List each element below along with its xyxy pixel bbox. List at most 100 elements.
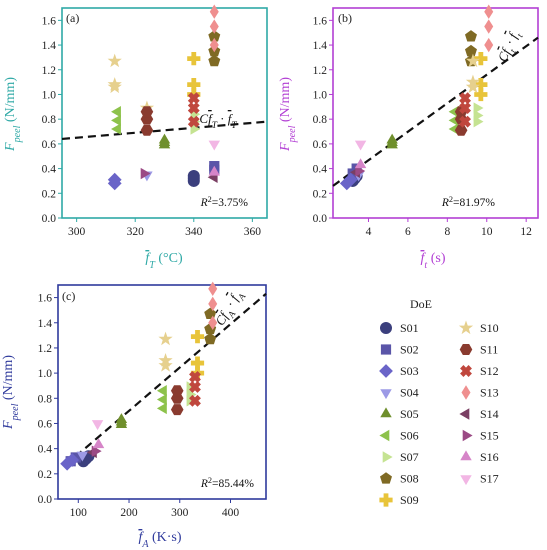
legend-item-s16: S16: [460, 450, 499, 464]
point-s13: [484, 19, 494, 34]
legend-item-s11: S11: [459, 343, 498, 357]
point-s13: [208, 281, 218, 296]
y-tick-label: 1.4: [42, 40, 57, 52]
point-s11: [170, 404, 184, 416]
point-s09: [474, 52, 488, 66]
y-tick-label: 1.4: [38, 318, 53, 330]
r-squared-label: R2=81.97%: [441, 195, 496, 210]
y-tick-label: 1.2: [313, 65, 328, 77]
legend-marker-s10: [458, 320, 474, 335]
x-tick-label: 12: [520, 226, 532, 238]
point-s08: [208, 54, 221, 67]
legend-label: S12: [480, 364, 499, 378]
legend-marker-s03: [379, 364, 393, 378]
point-s17: [91, 420, 104, 431]
point-s08: [204, 332, 217, 345]
x-tick-label: 300: [171, 507, 189, 519]
y-tick-label: 0.0: [313, 213, 328, 225]
point-s11: [170, 385, 184, 397]
y-tick-label: 0.6: [38, 418, 53, 430]
point-s03: [343, 172, 358, 187]
point-s12: [189, 370, 201, 383]
panel-b: 4 6 8 10 12 0.0 0.2 0.4 0.6 0.8 1.0 1.2 1.4 1.6 (b) Cft…: [278, 4, 539, 271]
legend-item-s03: S03: [379, 364, 419, 378]
panel-tag: (b): [338, 11, 352, 25]
legend-marker-s16: [460, 450, 472, 461]
point-s09: [190, 356, 205, 370]
y-tick-label: 1.2: [42, 65, 57, 77]
y-tick-label: 1.6: [313, 15, 328, 27]
x-tick-label: 10: [481, 226, 493, 238]
fit-label: Cft · ft: [495, 28, 526, 66]
legend-item-s17: S17: [460, 472, 499, 486]
y-tick-label: 0.2: [38, 469, 53, 481]
legend-title: DoE: [410, 297, 432, 311]
point-s10: [465, 79, 481, 94]
point-s17: [208, 140, 221, 151]
x-tick-label: 360: [244, 226, 262, 238]
y-axis-label: Fpeel (N/mm): [1, 355, 21, 430]
fit-line: [332, 36, 539, 187]
point-s12: [187, 115, 200, 128]
legend-label: S10: [480, 321, 499, 335]
point-s11: [140, 124, 154, 136]
y-tick-label: 1.6: [42, 15, 57, 27]
y-tick-label: 0.2: [313, 188, 328, 200]
point-s13: [484, 4, 494, 19]
point-s09: [474, 77, 488, 92]
point-s13: [208, 296, 218, 312]
y-tick-label: 0.4: [42, 164, 57, 176]
legend-item-s02: S02: [380, 343, 419, 357]
legend-label: S15: [480, 429, 499, 443]
point-s05: [158, 133, 171, 144]
point-s12: [459, 115, 472, 128]
point-s13: [209, 4, 219, 19]
legend-marker-s15: [462, 429, 473, 442]
legend-label: S11: [480, 343, 498, 357]
plot-frame: [57, 284, 267, 500]
x-axis-label: fA (K·s): [138, 530, 181, 550]
point-s04: [76, 451, 89, 462]
point-s12: [189, 381, 201, 393]
legend-label: S09: [400, 493, 419, 507]
fit-label: CfT · fT: [199, 111, 237, 131]
legend-label: S17: [480, 472, 499, 486]
legend-label: S02: [400, 343, 419, 357]
point-s13: [209, 37, 219, 53]
point-s07: [473, 109, 484, 122]
point-s15: [91, 445, 102, 457]
x-tick-label: 6: [405, 226, 411, 238]
legend-marker-s12: [460, 365, 472, 377]
legend-marker-s08: [380, 472, 392, 484]
point-s09: [187, 52, 201, 66]
legend-marker-s13: [461, 385, 471, 400]
point-s10: [465, 53, 481, 68]
x-tick-label: 100: [70, 507, 88, 519]
legend-label: S06: [400, 429, 419, 443]
point-s17: [354, 140, 367, 151]
plot-frame: [332, 7, 539, 219]
y-tick-label: 1.2: [38, 343, 53, 355]
legend-marker-s01: [380, 322, 392, 334]
point-s06: [156, 385, 167, 397]
legend-label: S08: [400, 472, 419, 486]
point-s10: [158, 358, 173, 372]
panel-tag: (a): [66, 11, 79, 25]
point-s16: [354, 158, 367, 169]
point-s12: [187, 92, 200, 105]
legend-label: S05: [400, 407, 419, 421]
legend-label: S13: [480, 386, 499, 400]
point-s08: [464, 44, 477, 57]
y-tick-label: 0.4: [38, 444, 53, 456]
x-tick-label: 300: [68, 226, 86, 238]
y-tick-label: 1.0: [313, 89, 328, 101]
y-axis-label: Fpeel (N/mm): [3, 77, 23, 152]
point-s16: [208, 165, 221, 176]
legend-item-s12: S12: [460, 364, 499, 378]
x-tick-label: 4: [366, 226, 372, 238]
point-s09: [187, 87, 201, 102]
y-tick-label: 1.0: [42, 89, 57, 101]
point-s10: [158, 353, 173, 367]
point-s03: [107, 172, 122, 187]
